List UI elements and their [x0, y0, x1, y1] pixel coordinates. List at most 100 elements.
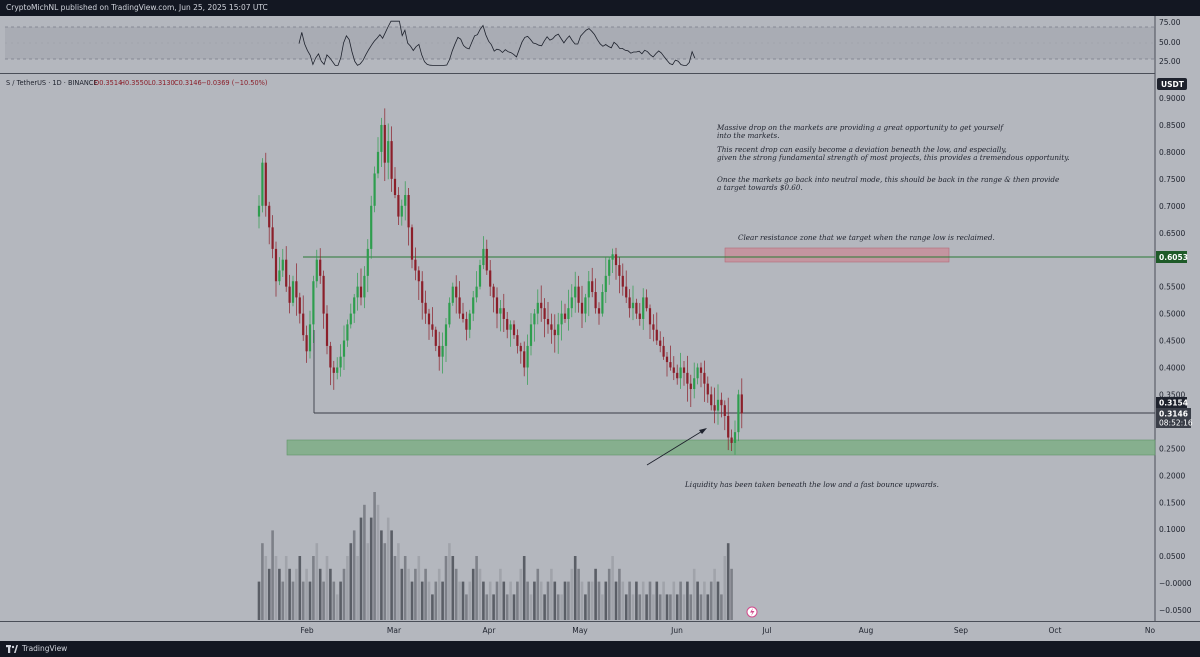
volume-bar	[458, 581, 461, 620]
candle-body	[621, 275, 624, 287]
volume-bar	[590, 581, 594, 620]
candle-body	[451, 286, 454, 303]
candle-body	[302, 313, 305, 336]
candle-body	[482, 248, 485, 266]
volume-bar	[672, 581, 676, 620]
price-chart[interactable]: Massive drop on the markets are providin…	[0, 16, 1200, 641]
legend-high: H0.3550	[120, 79, 148, 87]
volume-bar	[363, 504, 366, 620]
candle-body	[288, 286, 291, 303]
candle-body	[461, 313, 465, 319]
volume-bar	[318, 568, 322, 620]
candle-body	[404, 195, 407, 206]
candle-body	[342, 340, 346, 357]
currency-badge[interactable]	[1157, 78, 1187, 90]
time-tick: May	[572, 626, 588, 635]
time-tick: Oct	[1049, 626, 1062, 635]
volume-bar	[604, 581, 608, 620]
volume-bar	[301, 581, 305, 620]
volume-bar	[444, 556, 448, 620]
support-zone[interactable]	[286, 439, 1156, 456]
candle-body	[618, 265, 621, 276]
volume-bar	[529, 594, 533, 620]
volume-bar	[329, 568, 332, 620]
candle-body	[716, 399, 720, 411]
price-tick: 0.7500	[1159, 175, 1185, 184]
volume-bar	[417, 556, 421, 620]
volume-bar	[397, 543, 400, 620]
volume-bar	[539, 581, 543, 620]
volume-bar	[587, 581, 591, 620]
price-tick: −0.0000	[1159, 579, 1192, 588]
tradingview-brand: TradingView	[22, 644, 68, 653]
candle-body	[614, 254, 618, 266]
candle-body	[387, 141, 390, 163]
candle-body	[737, 394, 740, 433]
candle-body	[723, 405, 726, 416]
candle-body	[421, 281, 424, 303]
volume-bar	[431, 594, 434, 620]
candle-body	[587, 281, 590, 298]
volume-bar	[686, 581, 689, 620]
candle-body	[268, 205, 271, 228]
candle-body	[696, 367, 699, 379]
liquidity-note: Liquidity has been taken beneath the low…	[684, 480, 939, 489]
volume-bar	[495, 581, 499, 620]
annotation-arrow[interactable]	[646, 429, 705, 466]
time-tick-labels: Feb Mar Apr May Jun Jul Aug Sep Oct No	[300, 626, 1155, 635]
volume-bar	[706, 594, 710, 620]
candle-body	[489, 270, 492, 287]
candle-body	[319, 259, 322, 276]
price-tick: 0.1500	[1159, 498, 1185, 507]
volume-bar	[628, 581, 631, 620]
volume-bar	[454, 568, 458, 620]
candle-body	[604, 275, 607, 293]
candle-body	[536, 302, 539, 314]
price-axis[interactable]	[1155, 16, 1200, 641]
volume-bar	[386, 517, 390, 620]
volume-bar	[730, 568, 733, 620]
candles	[257, 108, 743, 455]
candle-body	[346, 324, 349, 341]
candle-body	[713, 405, 716, 411]
candle-body	[635, 302, 638, 314]
resistance-zone[interactable]	[724, 247, 950, 263]
candle-body	[679, 367, 682, 379]
candle-body	[703, 372, 706, 384]
candle-body	[366, 248, 369, 276]
candle-body	[652, 324, 655, 330]
volume-bar	[295, 568, 298, 620]
volume-bar	[369, 517, 373, 620]
candle-body	[533, 313, 536, 325]
candle-body	[356, 286, 359, 298]
candle-body	[370, 205, 373, 249]
volume-bar	[325, 556, 329, 620]
volume-bar	[451, 556, 455, 620]
candle-body	[363, 275, 366, 298]
candle-body	[710, 394, 713, 406]
candle-body	[410, 227, 414, 260]
volume-bar	[573, 556, 577, 620]
candle-body	[478, 265, 482, 287]
candle-body	[665, 356, 669, 363]
candle-body	[278, 270, 281, 282]
candle-body	[526, 345, 529, 368]
candle-body	[472, 297, 475, 314]
volume-bar	[492, 594, 495, 620]
main-note-line-6: a target towards $0.60.	[717, 183, 803, 192]
candle-body	[376, 151, 380, 174]
time-tick: Jul	[761, 626, 771, 635]
volume-bar	[699, 594, 703, 620]
price-tick: 0.4500	[1159, 337, 1185, 346]
candle-body	[400, 205, 403, 217]
price-tick: 0.2000	[1159, 471, 1185, 480]
price-tick: 0.0500	[1159, 552, 1185, 561]
price-tick-labels: 0.9000 0.8500 0.8000 0.7500 0.7000 0.6500 0.60…	[1159, 94, 1192, 615]
volume-bar	[594, 568, 597, 620]
candle-body	[560, 313, 563, 325]
candle-body	[720, 399, 723, 406]
candle-body	[730, 437, 733, 443]
volume-bar	[400, 568, 404, 620]
volume-bar	[482, 581, 485, 620]
volume-bar	[305, 568, 308, 620]
